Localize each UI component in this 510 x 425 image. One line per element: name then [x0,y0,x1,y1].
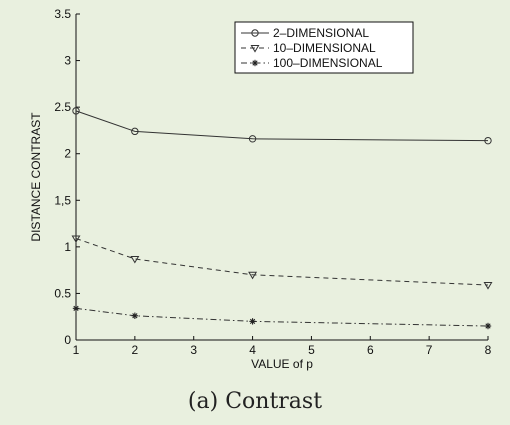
legend-label-1: 2–DIMENSIONAL [273,26,369,40]
x-tick-label: 3 [190,343,197,357]
x-tick-label: 1 [73,343,80,357]
figure-caption: (a) Contrast [187,389,323,414]
y-tick-label: 1,5 [54,193,71,207]
data-point-2 [71,235,81,244]
x-axis-label: VALUE of p [251,357,313,371]
series-line-1 [75,110,489,142]
data-point-2 [130,255,140,264]
x-tick-label: 6 [367,343,374,357]
x-tick-label: 2 [132,343,139,357]
x-tick-label: 7 [426,343,433,357]
data-point-3 [72,305,80,312]
star-stroke [73,305,79,311]
y-tick-label: 3 [64,54,71,68]
y-tick-label: 1 [64,240,71,254]
legend-marker-3 [251,59,259,67]
y-tick-label: 0.5 [54,286,71,300]
y-tick-label: 3.5 [54,7,71,21]
legend-box [234,21,414,74]
legend-label-3: 100–DIMENSIONAL [273,56,383,70]
contrast-chart: 1 2 3 4 5 6 7 800.511,522.533.5 2–DIMENSIONAL10… [29,7,493,371]
star-stroke [249,318,256,325]
data-point-3 [249,318,256,325]
x-tick-label: 5 [308,343,315,357]
x-tick-label: 8 [485,343,492,357]
data-point-1 [248,135,257,143]
series-line-3 [75,307,489,327]
data-point-2 [248,271,258,280]
legend-marker-2 [250,44,260,53]
data-point-1 [72,107,80,115]
star-stroke [252,60,258,66]
y-axis-label: DISTANCE CONTRAST [29,112,43,242]
y-tick-label: 2 [64,147,71,161]
series-line-2 [75,238,489,286]
legend-label-2: 10–DIMENSIONAL [273,41,376,55]
data-point-3 [484,322,492,330]
data-point-1 [484,136,492,145]
x-tick-label: 4 [249,343,256,357]
star-stroke [132,313,138,319]
y-tick-label: 0 [64,333,71,347]
data-point-2 [483,282,493,290]
legend-marker-1 [251,29,259,37]
y-tick-label: 2.5 [54,100,71,114]
data-point-1 [131,127,139,136]
star-stroke [485,323,491,329]
data-point-3 [131,312,139,319]
